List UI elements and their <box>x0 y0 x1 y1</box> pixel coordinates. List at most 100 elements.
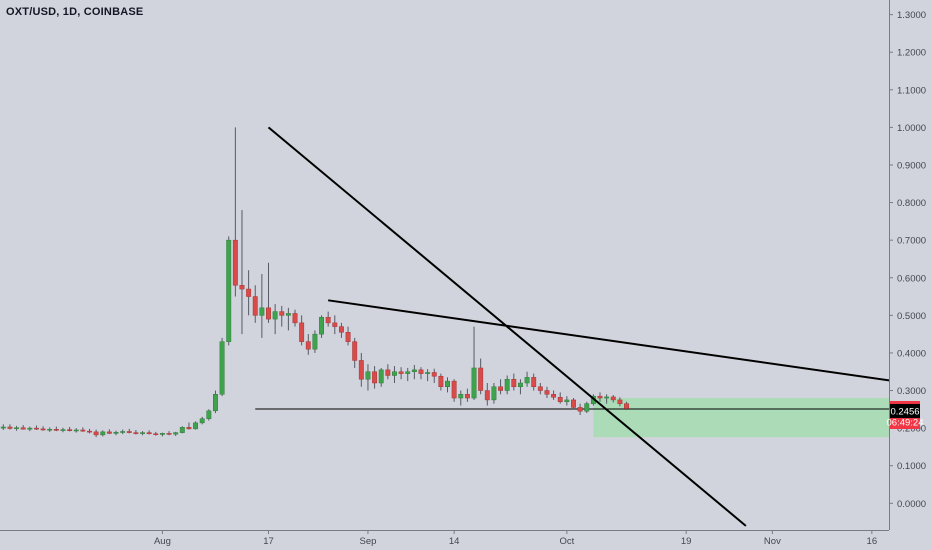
candle-up <box>604 396 610 399</box>
candle-down <box>352 341 358 361</box>
candle-down <box>610 396 616 401</box>
candle-down <box>305 341 311 350</box>
candle-up <box>199 418 205 424</box>
candle-down <box>385 369 391 376</box>
candle-up <box>60 429 66 431</box>
candle-up <box>47 428 53 431</box>
candle-down <box>239 285 245 290</box>
candle-down <box>531 377 537 388</box>
candle-up <box>179 427 185 433</box>
x-tick-label: 14 <box>449 536 460 547</box>
candle-down <box>551 394 557 398</box>
candle-down <box>53 428 59 431</box>
candle-up <box>206 410 212 419</box>
candle-down <box>325 316 331 324</box>
candle-down <box>624 403 629 409</box>
candle-up <box>564 399 570 403</box>
candle-up <box>312 333 318 350</box>
candle-down <box>431 372 437 377</box>
candle-down <box>358 360 364 380</box>
candle-down <box>67 429 73 431</box>
candle-down <box>93 431 99 436</box>
last-price-badge-text-2: 06:49:24 <box>887 417 924 428</box>
candle-up <box>285 313 291 316</box>
candle-down <box>166 433 172 435</box>
x-tick-label: Sep <box>359 536 376 547</box>
candle-down <box>571 399 576 408</box>
candle-up <box>392 371 397 376</box>
candle-up <box>14 427 20 429</box>
candle-up <box>405 371 411 374</box>
y-tick-label: 0.8000 <box>897 198 926 209</box>
y-tick-label: 1.3000 <box>897 10 926 21</box>
candle-up <box>213 394 218 412</box>
candle-up <box>226 239 232 342</box>
x-tick-label: Aug <box>154 536 171 547</box>
candle-up <box>259 307 265 316</box>
y-tick-label: 0.4000 <box>897 348 926 359</box>
candle-down <box>577 407 583 412</box>
y-tick-label: 0.0000 <box>897 499 926 510</box>
y-tick-label: 0.6000 <box>897 273 926 284</box>
candle-down <box>292 313 298 324</box>
candle-down <box>299 322 305 342</box>
candle-down <box>7 426 13 429</box>
candle-down <box>252 296 258 316</box>
candle-down <box>266 307 271 320</box>
candle-up <box>140 432 145 434</box>
candle-up <box>219 341 225 395</box>
candle-down <box>418 369 424 374</box>
candle-down <box>464 394 470 399</box>
candle-down <box>20 427 26 430</box>
y-tick-label: 0.9000 <box>897 160 926 171</box>
candle-up <box>504 378 510 391</box>
candle-up <box>425 372 431 374</box>
candle-up <box>319 316 324 335</box>
level-price-badge-bg <box>890 403 920 418</box>
candle-up <box>193 422 199 430</box>
candle-down <box>279 311 285 316</box>
y-tick-label: 1.2000 <box>897 48 926 59</box>
candle-down <box>146 432 152 434</box>
candle-down <box>511 378 517 388</box>
candle-down <box>232 239 238 286</box>
candle-down <box>126 431 132 433</box>
target-zone <box>593 398 889 438</box>
y-tick-label: 0.3000 <box>897 386 926 397</box>
candle-up <box>272 311 278 320</box>
candle-up <box>524 377 530 384</box>
plot-area <box>0 126 889 527</box>
candle-down <box>332 322 338 327</box>
candle-up <box>517 382 523 388</box>
candle-down <box>617 399 623 404</box>
y-tick-label: 0.1000 <box>897 461 926 472</box>
candle-up <box>458 394 464 399</box>
candle-down <box>246 288 252 297</box>
candle-down <box>372 371 378 384</box>
candle-up <box>365 371 371 380</box>
candle-up <box>471 367 477 399</box>
candle-down <box>40 428 46 431</box>
candle-up <box>27 427 33 430</box>
y-tick-label: 1.0000 <box>897 123 926 134</box>
candle-down <box>133 432 139 434</box>
candle-down <box>498 386 504 391</box>
y-tick-label: 1.1000 <box>897 85 926 96</box>
candle-up <box>378 369 384 384</box>
level-price-badge-text-1: 0.2456 <box>890 406 919 417</box>
candle-down <box>106 431 112 434</box>
candle-down <box>484 390 490 401</box>
candle-down <box>597 395 603 399</box>
symbol-title[interactable]: OXT/USD, 1D, COINBASE <box>6 6 144 18</box>
candle-down <box>478 367 484 391</box>
candle-up <box>120 431 126 433</box>
candle-down <box>80 429 86 432</box>
y-tick-label: 0.5000 <box>897 311 926 322</box>
candle-down <box>186 427 192 430</box>
candle-down <box>87 430 92 433</box>
candle-up <box>445 380 450 388</box>
candle-down <box>345 332 351 342</box>
candle-down <box>557 397 563 403</box>
